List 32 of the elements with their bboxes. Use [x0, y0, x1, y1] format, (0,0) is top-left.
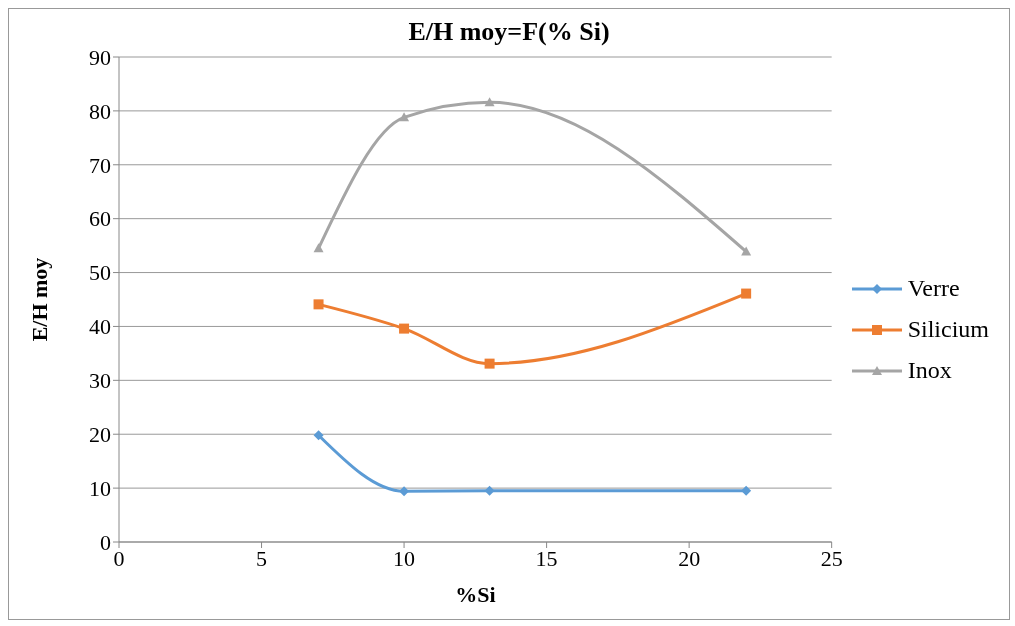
y-tick-label: 70	[89, 152, 111, 178]
point	[741, 246, 752, 256]
point	[741, 485, 752, 496]
legend-label: Verre	[907, 275, 960, 302]
y-tick-label: 90	[89, 44, 111, 70]
point	[484, 485, 495, 496]
x-tick-label: 15	[535, 545, 558, 571]
y-tick-label: 30	[89, 368, 111, 394]
x-tick-label: 5	[256, 545, 268, 571]
y-tick-label: 10	[89, 475, 111, 501]
x-tick-label: 10	[393, 545, 416, 571]
chart-title: E/H moy=F(% Si)	[408, 17, 610, 46]
y-tick-label: 20	[89, 422, 111, 448]
y-tick-label: 40	[89, 314, 111, 340]
point	[399, 323, 410, 334]
point	[741, 288, 752, 299]
point	[399, 112, 410, 122]
y-tick-label: 0	[100, 529, 111, 555]
x-tick-label: 20	[678, 545, 701, 571]
legend-label: Inox	[907, 357, 952, 384]
y-tick-label: 50	[89, 260, 111, 286]
point	[313, 299, 324, 310]
y-tick-label: 80	[89, 98, 111, 124]
legend-label: Silicium	[907, 316, 989, 343]
point	[484, 97, 495, 107]
x-tick-label: 25	[820, 545, 843, 571]
y-axis-title: E/H moy	[26, 257, 52, 342]
point	[313, 243, 324, 253]
y-tick-label: 60	[89, 206, 111, 232]
point	[484, 358, 495, 369]
point	[313, 430, 324, 441]
x-axis-title: %Si	[455, 582, 496, 607]
